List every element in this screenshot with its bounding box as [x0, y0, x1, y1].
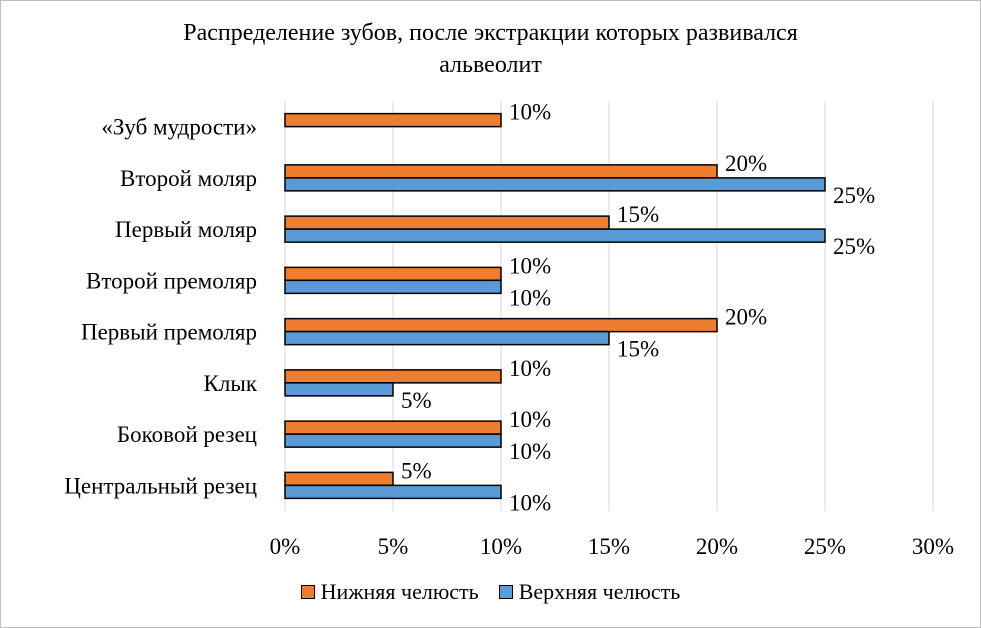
data-label-upper-jaw: 25% — [833, 183, 875, 208]
x-tick-label: 25% — [804, 534, 846, 559]
x-tick-label: 30% — [912, 534, 954, 559]
category-label: Первый премоляр — [81, 320, 257, 345]
chart-title-line-2: альвеолит — [439, 52, 542, 78]
bar-upper-jaw — [284, 433, 502, 448]
data-label-lower-jaw: 5% — [401, 458, 432, 483]
x-tick-label: 20% — [696, 534, 738, 559]
x-tick-label: 10% — [480, 534, 522, 559]
data-label-lower-jaw: 10% — [509, 356, 551, 381]
data-label-lower-jaw: 15% — [617, 202, 659, 227]
data-label-upper-jaw: 15% — [617, 337, 659, 362]
category-label: Боковой резец — [117, 422, 257, 447]
bar-lower-jaw — [284, 317, 718, 333]
bar-upper-jaw — [284, 382, 394, 397]
bar-upper-jaw — [284, 228, 826, 243]
bar-upper-jaw — [284, 484, 502, 500]
data-label-lower-jaw: 20% — [725, 305, 767, 330]
legend-item-lower-jaw: Нижняя челюсть — [300, 579, 479, 605]
bar-lower-jaw — [284, 112, 502, 128]
category-label: Клык — [204, 371, 258, 396]
legend-swatch-lower-jaw — [300, 585, 315, 599]
bar-lower-jaw — [284, 471, 394, 487]
data-label-lower-jaw: 10% — [509, 253, 551, 278]
category-label: Первый моляр — [115, 217, 257, 242]
legend-label-upper-jaw: Верхняя челюсть — [518, 579, 681, 604]
bar-upper-jaw — [284, 330, 610, 346]
bar-lower-jaw — [284, 369, 502, 384]
category-label: Второй премоляр — [86, 268, 257, 293]
x-tick-label: 15% — [588, 534, 630, 559]
data-label-lower-jaw: 20% — [725, 151, 767, 176]
bar-lower-jaw — [284, 164, 718, 179]
legend-item-upper-jaw: Верхняя челюсть — [498, 579, 681, 605]
x-tick-label: 5% — [378, 534, 409, 559]
chart-title-line-1: Распределение зубов, после экстракции ко… — [183, 20, 798, 46]
data-label-upper-jaw: 25% — [833, 234, 875, 259]
legend-swatch-upper-jaw — [498, 585, 513, 599]
bar-lower-jaw — [284, 215, 610, 230]
category-label: Центральный резец — [64, 473, 257, 498]
category-label: «Зуб мудрости» — [101, 115, 257, 140]
bar-lower-jaw — [284, 266, 502, 282]
data-label-lower-jaw: 10% — [509, 100, 551, 125]
bar-upper-jaw — [284, 279, 502, 295]
data-label-upper-jaw: 10% — [509, 285, 551, 310]
chart-title: Распределение зубов, после экстракции ко… — [1, 17, 980, 81]
data-label-upper-jaw: 5% — [401, 388, 432, 413]
legend: Нижняя челюсть Верхняя челюсть — [1, 579, 980, 605]
bar-upper-jaw — [284, 177, 826, 192]
legend-label-lower-jaw: Нижняя челюсть — [320, 579, 479, 604]
x-tick-label: 0% — [270, 534, 301, 559]
data-label-lower-jaw: 10% — [509, 407, 551, 432]
category-label: Второй моляр — [120, 166, 257, 191]
bar-lower-jaw — [284, 420, 502, 435]
data-label-upper-jaw: 10% — [509, 490, 551, 515]
data-label-upper-jaw: 10% — [509, 439, 551, 464]
